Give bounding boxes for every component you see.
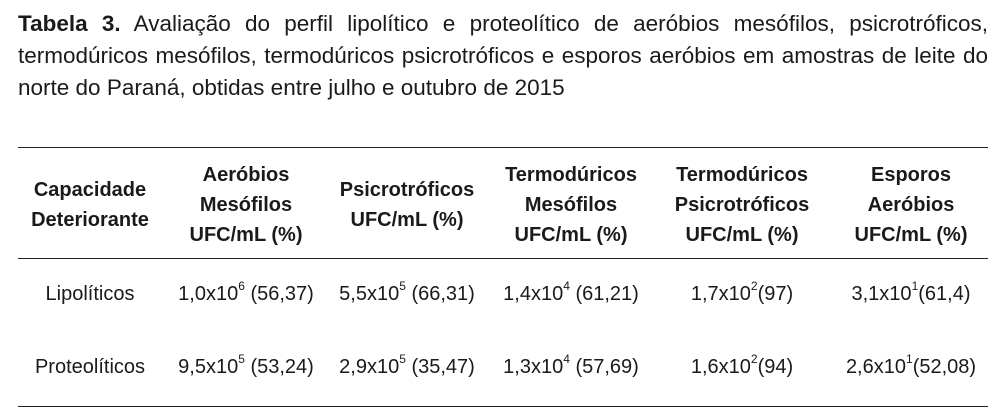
cell-pct: (61,4)	[918, 283, 971, 305]
caption-label: Tabela 3.	[18, 11, 121, 36]
cell-exp: 1	[906, 352, 913, 366]
cell-base: 1,6x10	[690, 356, 751, 378]
table-cell: 2,6x101(52,08)	[830, 331, 992, 404]
column-header: Capacidade Deteriorante	[14, 152, 166, 258]
header-rule	[18, 258, 988, 259]
cell-exp: 2	[750, 352, 758, 366]
table-cell: 1,6x102(94)	[654, 331, 830, 404]
column-header-line: Psicrotróficos	[339, 179, 475, 201]
column-header-line: Aeróbios	[867, 194, 955, 216]
row-label: Proteolíticos	[34, 356, 146, 378]
cell-exp: 5	[238, 352, 245, 366]
column-header-line: Mesófilos	[524, 194, 618, 216]
caption-text: Avaliação do perfil lipolítico e proteol…	[18, 11, 988, 100]
cell-base: 2,6x10	[845, 356, 906, 378]
column-header-line: UFC/mL (%)	[350, 209, 464, 231]
cell-base: 1,7x10	[690, 283, 751, 305]
table-cell: 1,4x104 (61,21)	[488, 258, 654, 331]
table-cell: 3,1x101(61,4)	[830, 258, 992, 331]
cell-pct: (61,21)	[569, 283, 639, 305]
column-header-line: Esporos	[870, 164, 952, 186]
header-row: Capacidade Deteriorante Aeróbios Mesófilos U…	[14, 152, 992, 258]
column-header-line: Psicrotróficos	[674, 194, 810, 216]
row-label: Lipolíticos	[45, 283, 135, 305]
cell-pct: (35,47)	[405, 356, 475, 378]
cell-pct: (94)	[757, 356, 794, 378]
cell-base: 1,3x10	[503, 356, 564, 378]
cell-pct: (52,08)	[912, 356, 977, 378]
cell-pct: (53,24)	[244, 356, 314, 378]
bottom-rule	[18, 406, 988, 407]
column-header: Esporos Aeróbios UFC/mL (%)	[830, 152, 992, 258]
cell-pct: (66,31)	[405, 283, 475, 305]
column-header: Aeróbios Mesófilos UFC/mL (%)	[166, 152, 326, 258]
cell-exp: 5	[399, 279, 406, 293]
cell-base: 1,0x10	[178, 283, 239, 305]
cell-exp: 2	[750, 279, 758, 293]
table-caption: Tabela 3. Avaliação do perfil lipolítico…	[18, 8, 988, 104]
column-header-line: Termodúricos	[505, 164, 637, 186]
cell-base: 9,5x10	[178, 356, 239, 378]
cell-base: 1,4x10	[503, 283, 564, 305]
cell-exp: 6	[238, 279, 245, 293]
table-row: Proteolíticos 9,5x105 (53,24) 2,9x105 (35,…	[14, 331, 992, 404]
cell-exp: 4	[563, 352, 570, 366]
table-cell: 1,3x104 (57,69)	[488, 331, 654, 404]
column-header-line: UFC/mL (%)	[854, 224, 968, 246]
cell-exp: 1	[911, 279, 919, 293]
table-cell: 9,5x105 (53,24)	[166, 331, 326, 404]
table-cell: 1,7x102(97)	[654, 258, 830, 331]
column-header-line: UFC/mL (%)	[685, 224, 799, 246]
column-header-line: Termodúricos	[676, 164, 808, 186]
data-table: Capacidade Deteriorante Aeróbios Mesófilos U…	[14, 152, 992, 404]
table-cell: 1,0x106 (56,37)	[166, 258, 326, 331]
column-header-line: Aeróbios	[202, 164, 290, 186]
column-header: Termodúricos Psicrotróficos UFC/mL (%)	[654, 152, 830, 258]
cell-exp: 4	[563, 279, 570, 293]
cell-base: 5,5x10	[339, 283, 400, 305]
column-header-line: UFC/mL (%)	[189, 224, 303, 246]
cell-exp: 5	[399, 352, 406, 366]
top-rule	[18, 147, 988, 148]
column-header: Psicrotróficos UFC/mL (%)	[326, 152, 488, 258]
cell-pct: (97)	[757, 283, 794, 305]
cell-pct: (56,37)	[244, 283, 314, 305]
column-header-line: Mesófilos	[199, 194, 293, 216]
column-header: Termodúricos Mesófilos UFC/mL (%)	[488, 152, 654, 258]
cell-pct: (57,69)	[569, 356, 639, 378]
table-cell: 5,5x105 (66,31)	[326, 258, 488, 331]
cell-base: 2,9x10	[339, 356, 400, 378]
column-header-line: Deteriorante	[31, 209, 149, 231]
table-row: Lipolíticos 1,0x106 (56,37) 5,5x105 (66,31…	[14, 258, 992, 331]
column-header-line: UFC/mL (%)	[514, 224, 628, 246]
cell-base: 3,1x10	[851, 283, 912, 305]
table-cell: 2,9x105 (35,47)	[326, 331, 488, 404]
column-header-line: Capacidade	[33, 179, 147, 201]
